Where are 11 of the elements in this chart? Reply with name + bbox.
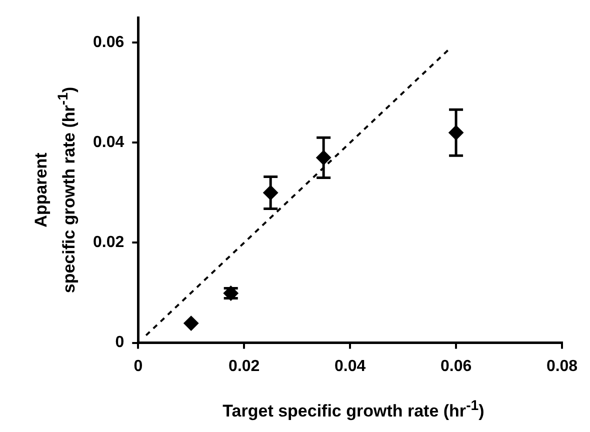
point (184, 316, 199, 331)
y-tick-label: 0.04 (93, 134, 124, 152)
x-axis-title: Target specific growth rate (hr$^{-1}$) (222, 398, 486, 422)
x-tick-label: 0.04 (334, 358, 366, 375)
y-tick-label: 0 (115, 334, 124, 352)
x-tick-label: 0 (134, 358, 143, 375)
x-tick-label: 0.06 (440, 358, 472, 375)
y-tick-label: 0.06 (93, 34, 124, 52)
x-tick-label: 0.08 (546, 358, 578, 375)
x-tick-label: 0.02 (228, 358, 260, 375)
y-tick-label: 0.02 (93, 234, 124, 252)
